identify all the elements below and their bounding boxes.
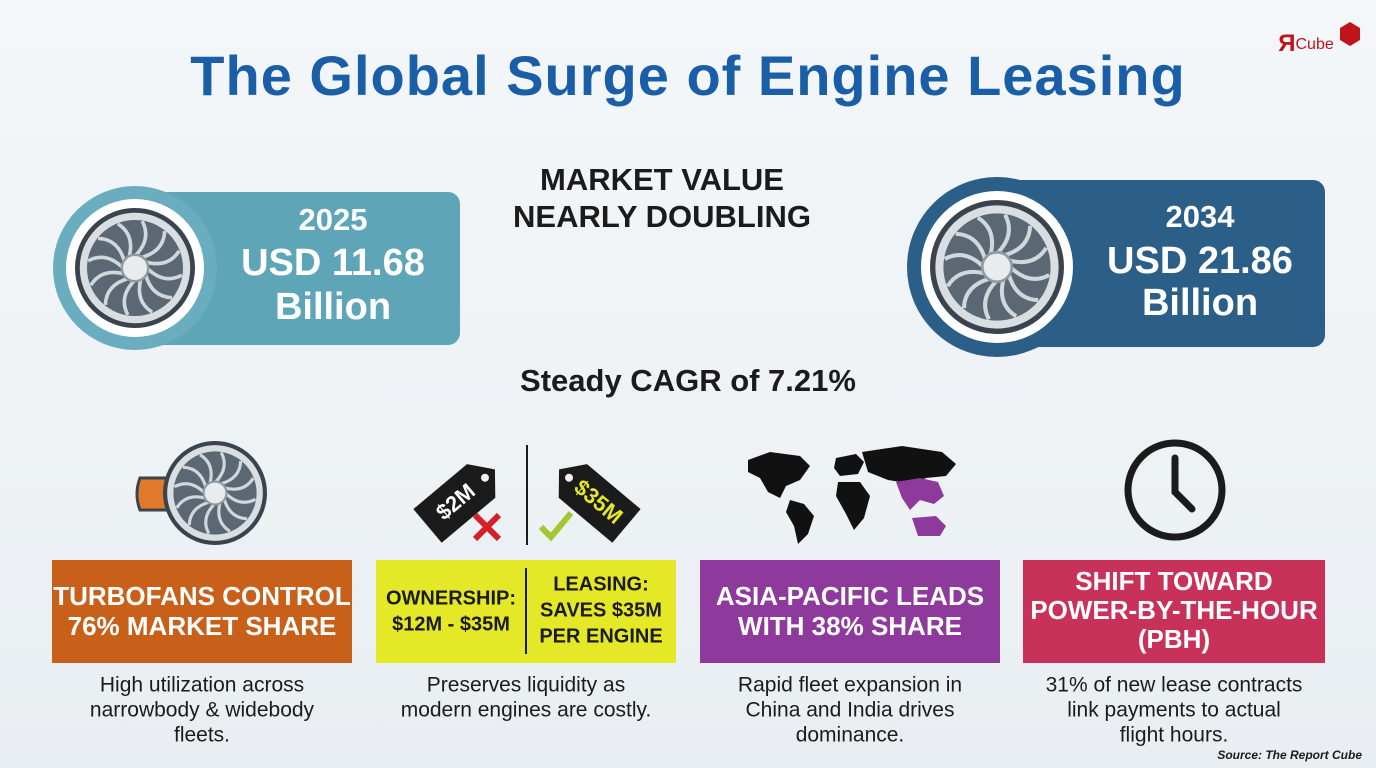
panel-heading: ASIA-PACIFIC LEADS: [716, 581, 984, 611]
panel-banner: [700, 560, 1000, 663]
panel-description: High utilization across: [100, 674, 304, 697]
panel-description: Rapid fleet expansion in: [738, 674, 962, 697]
panel-description: link payments to actual: [1067, 699, 1281, 722]
title: The Global Surge of Engine Leasing: [190, 44, 1185, 107]
panel-heading: WITH 38% SHARE: [738, 611, 962, 641]
panel-description: 31% of new lease contracts: [1046, 674, 1303, 697]
panel-description: fleets.: [174, 724, 230, 747]
panel-heading: POWER-BY-THE-HOUR: [1030, 595, 1318, 625]
panel-banner: [1023, 560, 1325, 663]
panel-description: dominance.: [796, 724, 905, 747]
panel-description: narrowbody & widebody: [90, 699, 315, 722]
world-map: [748, 446, 956, 544]
source: Source: The Report Cube: [1217, 748, 1362, 762]
engine-icon: [933, 203, 1062, 332]
panel-heading: PER ENGINE: [539, 625, 662, 647]
panel-heading: 76% MARKET SHARE: [68, 611, 337, 641]
panel-heading: OWNERSHIP:: [386, 587, 516, 609]
card-year: 2034: [1166, 199, 1236, 234]
logo-cube: [1340, 22, 1360, 46]
panel-heading: LEASING:: [553, 573, 649, 595]
logo-mark: Я: [1278, 30, 1295, 57]
card-year: 2025: [299, 202, 368, 237]
card-unit: Billion: [1142, 282, 1258, 324]
panel-heading: (PBH): [1138, 624, 1210, 654]
panel-heading: SAVES $35M: [540, 599, 662, 621]
clock-icon: [1124, 439, 1226, 541]
engine-icon: [77, 210, 192, 325]
value-card: 2025 USD 11.68 Billion: [53, 186, 460, 350]
panel-heading: $12M - $35M: [392, 613, 510, 635]
card-value: USD 21.86: [1107, 240, 1293, 282]
card-unit: Billion: [275, 286, 391, 328]
panel-heading: SHIFT TOWARD: [1075, 566, 1272, 596]
headline-line: NEARLY DOUBLING: [513, 199, 811, 234]
price-tags: $2M $35M: [413, 445, 641, 545]
logo: ЯCube: [1278, 22, 1360, 57]
logo-text: ЯCube: [1278, 30, 1334, 57]
cross-mark: [472, 512, 502, 542]
check-mark: [538, 511, 574, 542]
turbofan-icon: [135, 443, 265, 543]
cagr: Steady CAGR of 7.21%: [520, 363, 856, 398]
panel-heading: TURBOFANS CONTROL: [53, 581, 351, 611]
card-value: USD 11.68: [241, 242, 425, 284]
panel-description: China and India drives: [746, 699, 955, 722]
panel-description: Preserves liquidity as: [427, 674, 625, 697]
headline-line: MARKET VALUE: [540, 162, 784, 197]
panel-description: flight hours.: [1120, 724, 1229, 747]
panel-description: modern engines are costly.: [401, 699, 652, 722]
value-card: 2034 USD 21.86 Billion: [907, 177, 1325, 357]
panel-banner: [52, 560, 352, 663]
logo-name: Cube: [1296, 36, 1334, 53]
